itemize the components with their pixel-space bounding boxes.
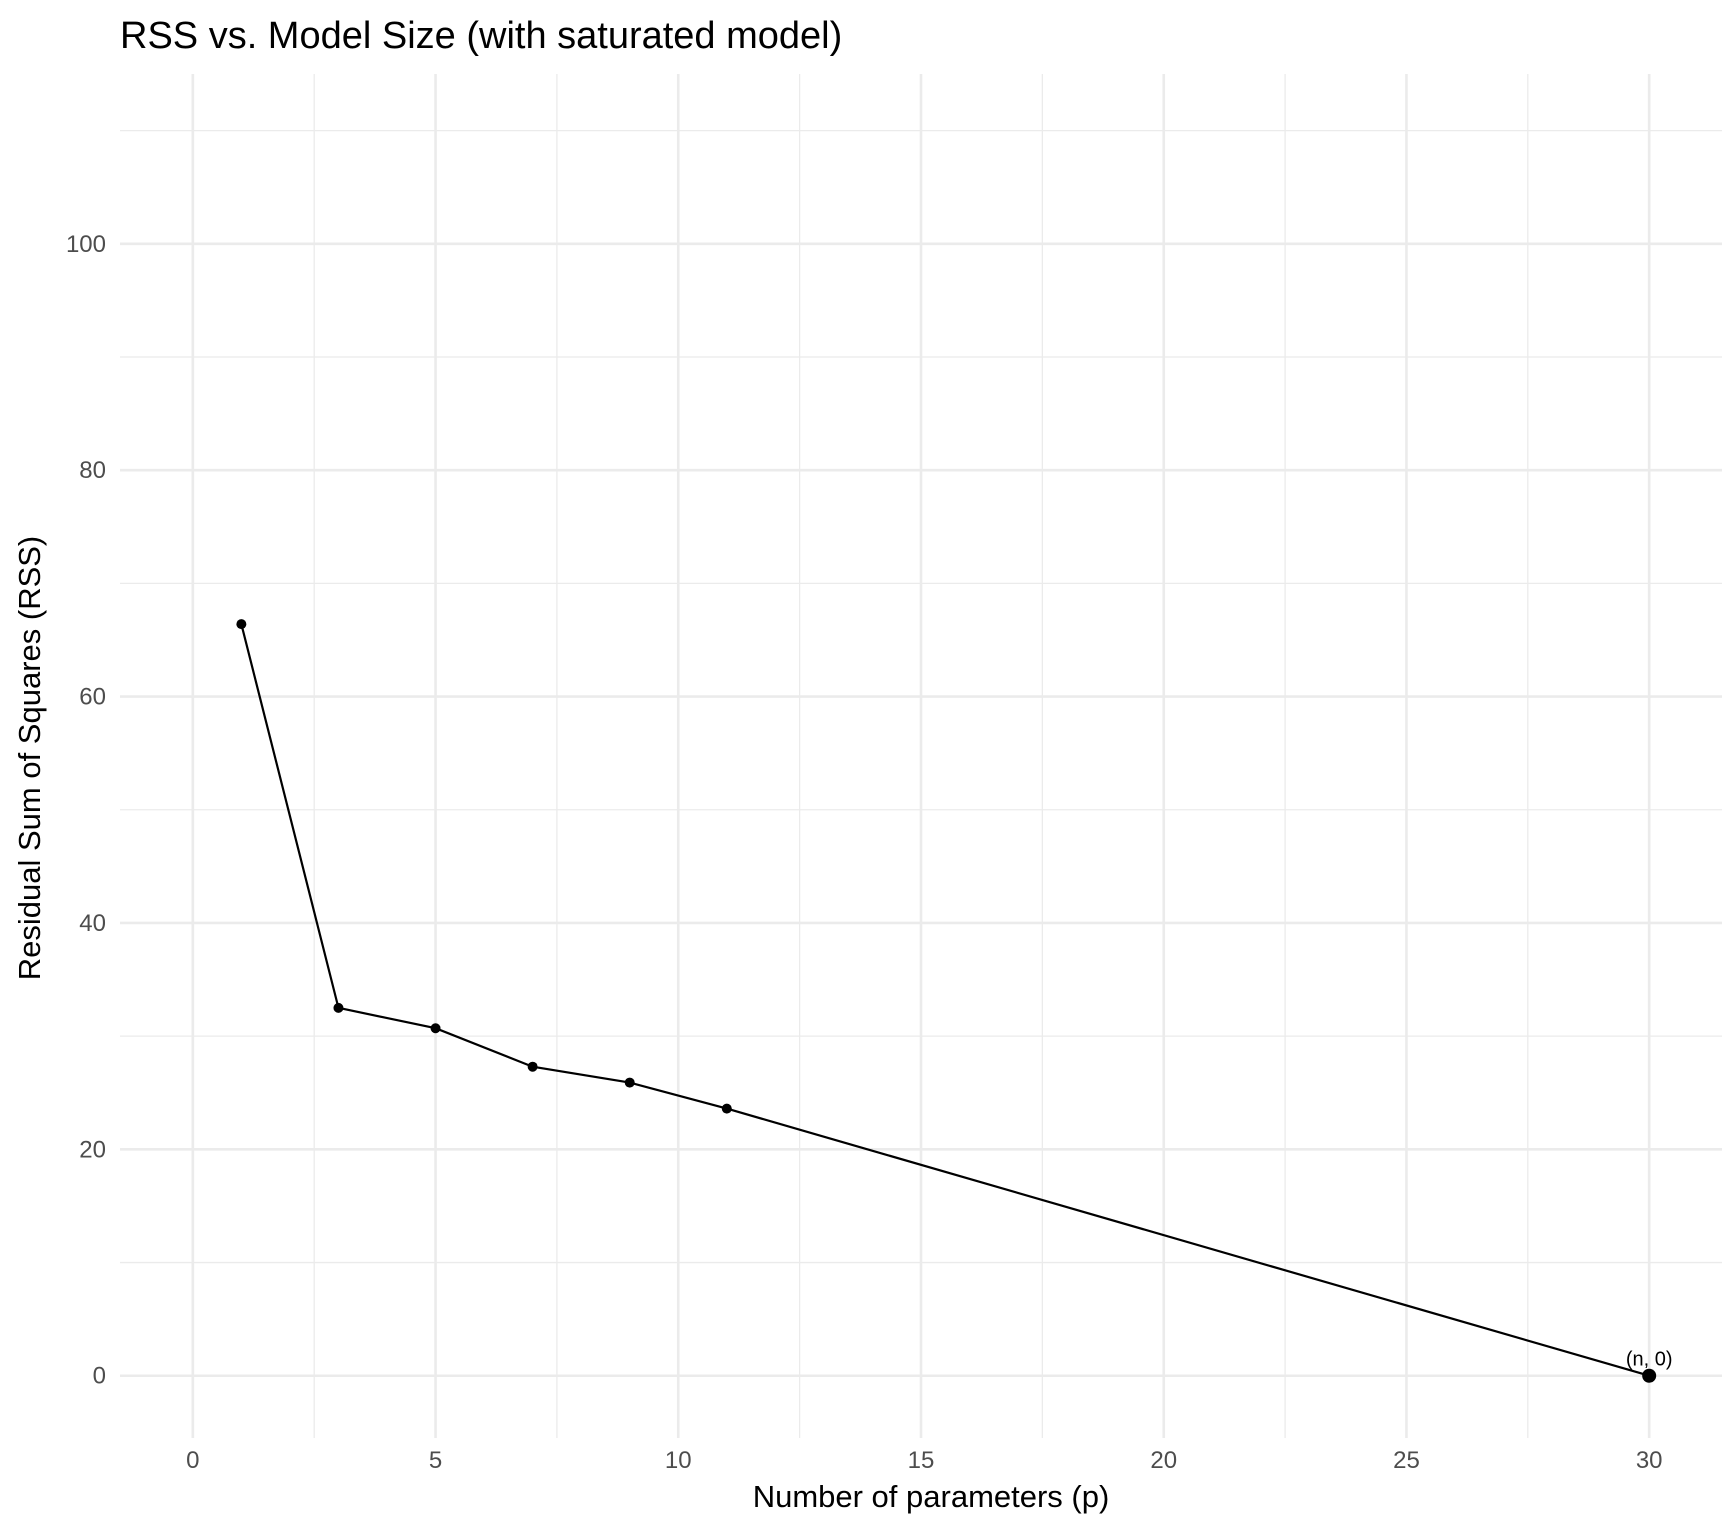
chart-title: RSS vs. Model Size (with saturated model… <box>120 15 842 57</box>
saturated-model-point <box>1642 1368 1657 1383</box>
y-axis-title: Residual Sum of Squares (RSS) <box>12 536 47 981</box>
data-point <box>721 1103 732 1114</box>
annotations-layer: (n, 0) <box>1626 1349 1673 1371</box>
x-tick-labels: 0 5 10 15 20 25 30 <box>186 1447 1662 1474</box>
x-tick-label: 5 <box>429 1447 442 1474</box>
y-tick-label: 40 <box>79 910 106 937</box>
x-tick-label: 30 <box>1636 1447 1663 1474</box>
y-tick-label: 80 <box>79 457 106 484</box>
x-tick-label: 15 <box>908 1447 935 1474</box>
data-point <box>527 1061 538 1072</box>
y-tick-label: 20 <box>79 1136 106 1163</box>
y-tick-label: 60 <box>79 684 106 711</box>
y-tick-label: 0 <box>93 1363 106 1390</box>
x-tick-label: 10 <box>665 1447 692 1474</box>
point-annotation: (n, 0) <box>1626 1349 1673 1371</box>
y-tick-label: 100 <box>66 231 106 258</box>
data-point <box>430 1023 441 1034</box>
points-layer <box>236 619 1657 1383</box>
x-tick-label: 25 <box>1393 1447 1420 1474</box>
x-axis-title: Number of parameters (p) <box>753 1479 1110 1514</box>
x-tick-label: 0 <box>186 1447 199 1474</box>
data-point <box>624 1077 635 1088</box>
data-point <box>333 1002 344 1013</box>
major-gridlines <box>120 74 1722 1438</box>
x-tick-label: 20 <box>1150 1447 1177 1474</box>
data-point <box>236 619 247 630</box>
y-tick-labels: 0 20 40 60 80 100 <box>66 231 106 1390</box>
